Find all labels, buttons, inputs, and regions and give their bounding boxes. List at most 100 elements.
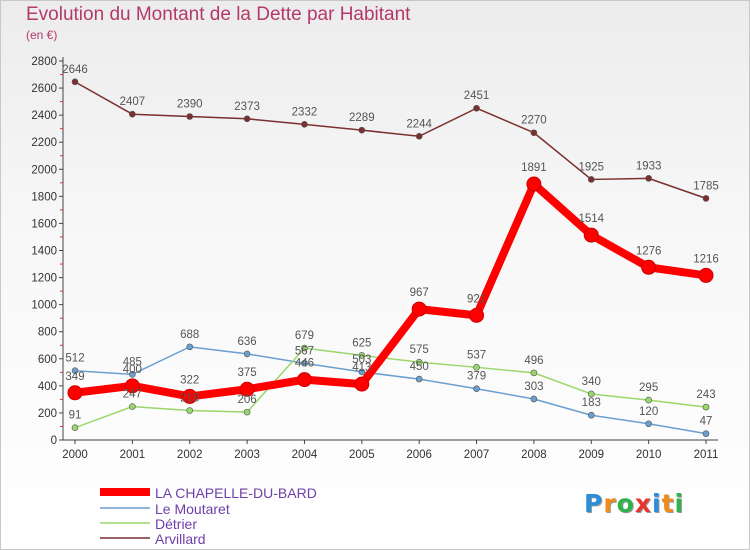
data-point	[702, 430, 710, 437]
data-point	[71, 367, 79, 374]
data-label: 567	[295, 345, 314, 357]
data-point	[702, 403, 710, 411]
data-label: 91	[69, 410, 82, 422]
y-tick-label: 1000	[31, 300, 57, 312]
data-label: 921	[467, 293, 486, 305]
data-label: 625	[352, 337, 371, 349]
data-label: 688	[180, 329, 199, 341]
data-label: 2646	[62, 64, 88, 76]
data-label: 340	[582, 376, 601, 388]
data-point	[587, 176, 595, 183]
data-point	[243, 350, 251, 358]
data-label: 2390	[177, 98, 203, 110]
data-point	[411, 301, 427, 317]
data-label: 379	[467, 371, 486, 383]
data-point	[71, 78, 79, 86]
x-tick-label: 2008	[521, 449, 547, 461]
data-point	[124, 378, 140, 394]
data-point	[182, 388, 198, 404]
data-label: 247	[123, 389, 142, 401]
y-tick-label: 2800	[31, 56, 57, 68]
x-tick-label: 2002	[177, 449, 203, 461]
data-point	[354, 376, 370, 392]
data-point	[587, 390, 595, 398]
x-tick-label: 2003	[234, 449, 260, 461]
series-line	[74, 346, 707, 435]
y-tick-label: 0	[51, 435, 57, 447]
data-label: 349	[65, 371, 84, 383]
data-label: 575	[410, 344, 429, 356]
y-tick-label: 200	[38, 408, 57, 420]
data-label: 1216	[693, 253, 719, 265]
data-point	[473, 364, 480, 371]
y-tick-label: 400	[38, 381, 57, 393]
data-point	[469, 307, 485, 323]
data-label: 47	[700, 416, 713, 428]
y-tick-label: 2400	[31, 110, 57, 122]
data-label: 2373	[234, 101, 260, 113]
series-line	[71, 180, 710, 401]
data-label: 218	[180, 392, 199, 404]
data-label: 1514	[578, 213, 604, 225]
x-tick-label: 2000	[62, 449, 88, 461]
data-point	[415, 358, 423, 366]
legend-label: Arvillard	[155, 531, 206, 547]
data-point	[702, 195, 710, 202]
chart-title: Evolution du Montant de la Dette par Hab…	[26, 4, 411, 25]
x-tick-label: 2006	[406, 449, 432, 461]
data-point	[129, 110, 136, 118]
y-tick-label: 2200	[31, 137, 57, 149]
data-point	[587, 411, 595, 419]
data-label: 679	[295, 330, 314, 342]
data-label: 485	[123, 356, 142, 368]
data-point	[358, 126, 366, 134]
data-point	[530, 129, 538, 137]
y-tick-label: 1600	[31, 218, 57, 230]
data-point	[358, 352, 366, 359]
data-label: 636	[237, 336, 256, 348]
x-tick-label: 2005	[349, 449, 375, 461]
y-tick-label: 1400	[31, 246, 57, 258]
data-point	[301, 121, 308, 128]
x-tick-label: 2001	[120, 449, 146, 461]
data-label: 2270	[521, 115, 547, 127]
data-point	[698, 267, 714, 283]
data-point	[530, 369, 538, 377]
data-label: 183	[582, 397, 601, 409]
data-label: 2332	[292, 106, 318, 118]
data-label: 2289	[349, 112, 375, 124]
data-label: 446	[295, 358, 314, 370]
data-label: 322	[180, 374, 199, 386]
data-label: 243	[696, 389, 715, 401]
data-point	[186, 407, 194, 414]
data-label: 1925	[578, 161, 604, 173]
data-label: 537	[467, 349, 486, 361]
data-point	[296, 372, 312, 388]
data-label: 503	[352, 354, 371, 366]
data-point	[358, 368, 366, 376]
x-tick-label: 2007	[464, 449, 490, 461]
data-label: 120	[639, 406, 658, 418]
data-point	[186, 113, 194, 120]
series-line	[74, 347, 707, 429]
data-point	[641, 259, 657, 275]
data-label: 450	[410, 361, 429, 373]
data-label: 413	[352, 362, 371, 374]
data-point	[645, 175, 652, 182]
legend-label: LA CHAPELLE-DU-BARD	[155, 485, 317, 501]
data-point	[415, 375, 423, 383]
chart-subtitle: (en €)	[26, 28, 58, 42]
data-label: 496	[524, 355, 543, 367]
data-point	[473, 385, 480, 392]
data-point	[243, 115, 251, 123]
data-label: 375	[237, 367, 256, 379]
data-label: 1276	[636, 245, 662, 257]
data-label: 967	[410, 287, 429, 299]
data-label: 2451	[464, 90, 490, 102]
y-tick-label: 1800	[31, 191, 57, 203]
data-point	[186, 343, 194, 351]
x-tick-label: 2010	[636, 449, 662, 461]
data-label: 1785	[693, 180, 719, 192]
y-tick-label: 2600	[31, 83, 57, 95]
data-label: 400	[123, 364, 142, 376]
